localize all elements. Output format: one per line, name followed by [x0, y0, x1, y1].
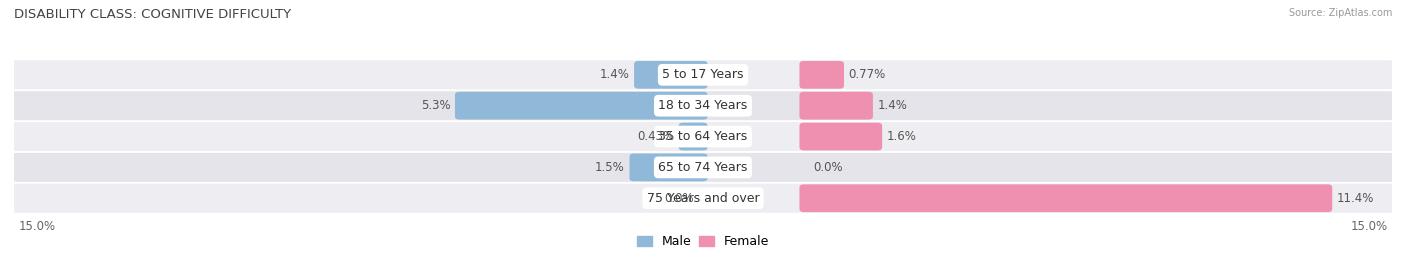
Text: 11.4%: 11.4% — [1337, 192, 1374, 205]
FancyBboxPatch shape — [11, 153, 1395, 182]
Text: 0.77%: 0.77% — [849, 68, 886, 81]
Text: 1.6%: 1.6% — [887, 130, 917, 143]
Text: 1.4%: 1.4% — [599, 68, 630, 81]
FancyBboxPatch shape — [11, 91, 1395, 120]
FancyBboxPatch shape — [11, 184, 1395, 213]
FancyBboxPatch shape — [630, 154, 707, 181]
FancyBboxPatch shape — [800, 92, 873, 120]
FancyBboxPatch shape — [800, 61, 844, 89]
Text: 1.4%: 1.4% — [877, 99, 907, 112]
FancyBboxPatch shape — [11, 122, 1395, 151]
Text: 5.3%: 5.3% — [420, 99, 450, 112]
Text: 0.43%: 0.43% — [637, 130, 673, 143]
FancyBboxPatch shape — [634, 61, 707, 89]
Text: 15.0%: 15.0% — [18, 221, 56, 234]
Text: 35 to 64 Years: 35 to 64 Years — [658, 130, 748, 143]
FancyBboxPatch shape — [800, 184, 1333, 212]
Text: 75 Years and over: 75 Years and over — [647, 192, 759, 205]
Text: 65 to 74 Years: 65 to 74 Years — [658, 161, 748, 174]
Text: 0.0%: 0.0% — [813, 161, 842, 174]
Text: 1.5%: 1.5% — [595, 161, 624, 174]
Legend: Male, Female: Male, Female — [631, 230, 775, 253]
Text: 0.0%: 0.0% — [664, 192, 693, 205]
FancyBboxPatch shape — [679, 123, 707, 150]
FancyBboxPatch shape — [800, 123, 882, 150]
Text: 15.0%: 15.0% — [1350, 221, 1388, 234]
FancyBboxPatch shape — [456, 92, 707, 120]
Text: DISABILITY CLASS: COGNITIVE DIFFICULTY: DISABILITY CLASS: COGNITIVE DIFFICULTY — [14, 8, 291, 21]
Text: 18 to 34 Years: 18 to 34 Years — [658, 99, 748, 112]
Text: 5 to 17 Years: 5 to 17 Years — [662, 68, 744, 81]
Text: Source: ZipAtlas.com: Source: ZipAtlas.com — [1288, 8, 1392, 18]
FancyBboxPatch shape — [11, 60, 1395, 89]
